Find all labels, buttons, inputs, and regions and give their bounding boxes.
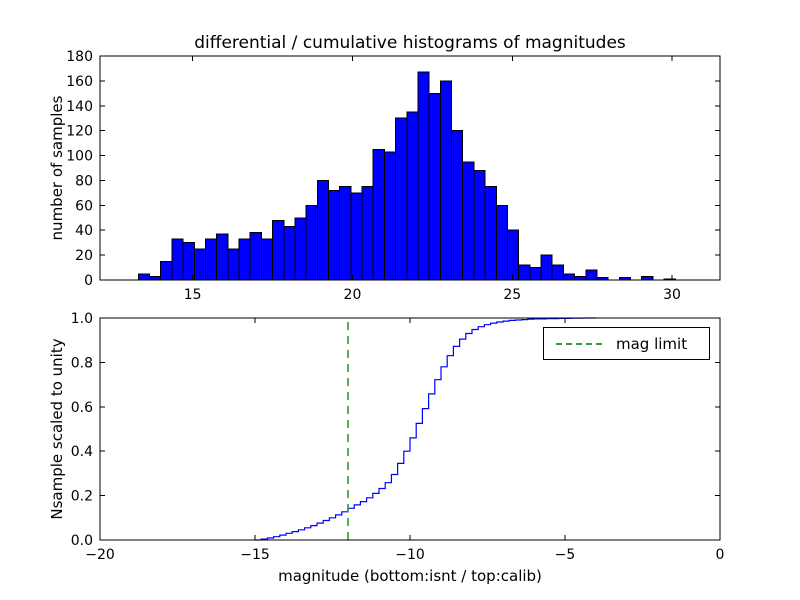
histogram-bar	[406, 111, 419, 281]
histogram-bar	[294, 217, 307, 281]
histogram-bar	[395, 117, 408, 281]
top-y-axis-label: number of samples	[48, 95, 66, 241]
histogram-bar	[439, 80, 453, 281]
histogram-bar	[182, 242, 195, 281]
histogram-bar	[160, 260, 173, 281]
y-tick-label: 0.6	[71, 400, 93, 416]
figure-title: differential / cumulative histograms of …	[194, 33, 626, 53]
x-tick-label: −10	[395, 547, 425, 563]
histogram-bar	[372, 148, 385, 281]
histogram-bar	[551, 264, 564, 281]
x-tick-label: 20	[344, 287, 362, 303]
axes: 15 20 25 30 0 20 40 60 80 100 120 140 160 180	[66, 49, 721, 303]
histogram-bar	[260, 238, 274, 281]
y-tick-label: 0.4	[71, 444, 93, 460]
histogram-bar	[574, 275, 587, 281]
histogram-bar	[473, 169, 486, 281]
histogram-bar	[316, 179, 330, 281]
histogram-bar	[193, 248, 206, 281]
histogram-bar	[484, 186, 497, 281]
y-tick-label: 120	[66, 124, 93, 140]
histogram-bar	[495, 204, 508, 281]
histogram-bar	[641, 275, 654, 281]
histogram-bar	[149, 275, 162, 281]
histogram-bar	[562, 273, 576, 281]
legend-dashed-line-sample	[556, 342, 602, 345]
histogram-bar	[216, 233, 229, 281]
histogram-bar	[249, 232, 262, 281]
histogram-bar	[451, 130, 464, 281]
histogram-bar	[506, 229, 520, 281]
histogram-bar	[428, 92, 441, 281]
y-tick-label: 80	[75, 173, 93, 189]
cumulative-step-line	[255, 317, 596, 541]
y-tick-label: 180	[66, 49, 93, 65]
axes: −20 −15 −10 −5 0 0.0 0.2 0.4 0.6 0.8 1.0	[71, 311, 725, 563]
y-tick-label: 0.2	[71, 489, 93, 505]
histogram-bar	[518, 264, 531, 281]
histogram-bar	[238, 238, 251, 281]
axes-frame	[99, 317, 721, 541]
y-tick-label: 20	[75, 248, 93, 264]
legend: mag limit	[543, 327, 710, 360]
histogram-bars	[137, 71, 676, 281]
y-tick-label: 1.0	[71, 311, 93, 327]
y-tick-label: 0.0	[71, 533, 93, 549]
y-tick-label: 60	[75, 198, 93, 214]
y-tick-label: 100	[66, 149, 93, 165]
histogram-bar	[204, 238, 218, 281]
x-tick-label: −20	[85, 547, 115, 563]
bottom-y-axis-label: Nsample scaled to unity	[48, 338, 66, 520]
y-tick-label: 40	[75, 223, 93, 239]
histogram-bar	[328, 189, 341, 281]
histogram-bar	[361, 186, 374, 281]
histogram-bar	[417, 71, 430, 281]
histogram-bar	[462, 161, 475, 281]
histogram-bar	[305, 204, 318, 281]
axes-frame	[99, 55, 721, 281]
bottom-x-axis-label: magnitude (bottom:isnt / top:calib)	[278, 567, 542, 585]
histogram-bar	[339, 186, 352, 281]
histogram-bar	[137, 273, 151, 281]
y-tick-label: 140	[66, 99, 93, 115]
histogram-bar	[171, 238, 184, 281]
x-tick-label: 25	[503, 287, 521, 303]
x-tick-label: −15	[240, 547, 270, 563]
histogram-bar	[283, 225, 296, 281]
x-tick-label: 0	[716, 547, 725, 563]
y-tick-label: 160	[66, 74, 93, 90]
histogram-bar	[350, 192, 363, 281]
x-tick-label: 15	[184, 287, 202, 303]
histogram-bar	[227, 248, 240, 281]
y-tick-label: 0.8	[71, 355, 93, 371]
x-tick-label: −5	[555, 547, 576, 563]
histogram-bar	[529, 267, 542, 281]
y-tick-label: 0	[84, 273, 93, 289]
histogram-bar	[272, 219, 285, 281]
histogram-bar	[585, 269, 598, 281]
histogram-bar	[383, 151, 397, 281]
histogram-bar	[540, 254, 553, 281]
x-tick-label: 30	[663, 287, 681, 303]
legend-label: mag limit	[616, 334, 688, 353]
